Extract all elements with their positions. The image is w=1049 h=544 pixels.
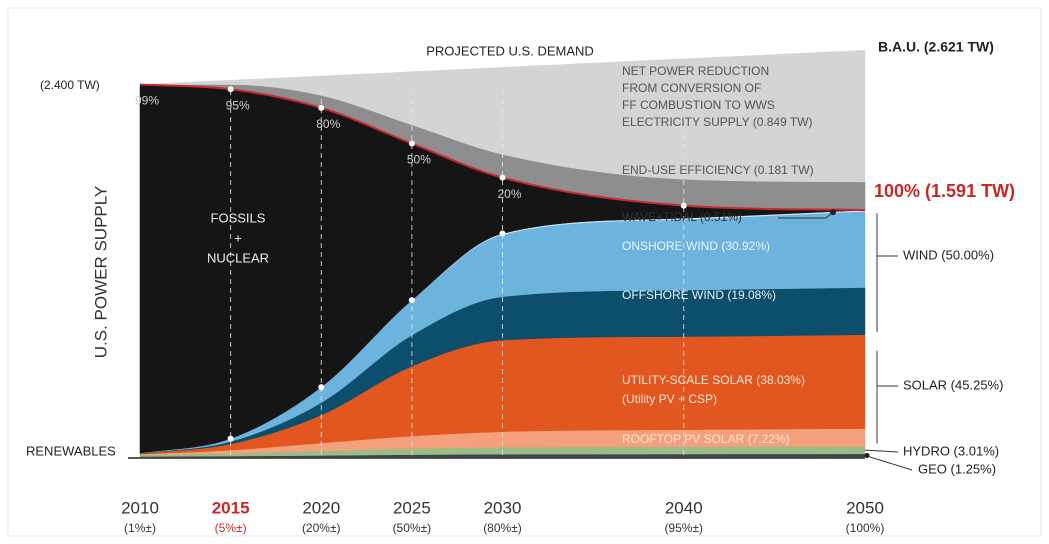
target-label: 100% (1.591 TW) (874, 181, 1015, 201)
series-label: + (234, 230, 242, 245)
series-label: UTILITY-SCALE SOLAR (38.03%) (622, 373, 805, 387)
x-tick-label: 2030 (484, 498, 522, 517)
overlay (128, 83, 913, 471)
fossil-share-label: 99% (135, 94, 159, 108)
series-label: FROM CONVERSION OF (622, 81, 761, 95)
fossil-share-label: 95% (226, 98, 250, 112)
leader-line (864, 454, 913, 471)
x-tick-sublabel: (100%) (846, 521, 885, 535)
series-label: NET POWER REDUCTION (622, 64, 769, 78)
x-tick-label: 2015 (212, 498, 250, 517)
supply-dot (318, 104, 325, 111)
series-label: OFFSHORE WIND (19.08%) (622, 288, 776, 302)
supply-dot (408, 140, 415, 147)
series-label: FOSSILS (211, 210, 266, 225)
series-label: ONSHORE WIND (30.92%) (622, 239, 770, 253)
leader-line (778, 211, 834, 219)
renewables-dot (318, 384, 325, 391)
bau-label: B.A.U. (2.621 TW) (878, 39, 994, 55)
renewables-dot (227, 435, 234, 442)
series-label: ROOFTOP PV SOLAR (7.22%) (622, 432, 790, 446)
renewables-dot (408, 297, 415, 304)
leader-dot (830, 209, 836, 216)
leader-line (864, 449, 899, 453)
start-label: (2.400 TW) (40, 78, 100, 92)
x-tick-sublabel: (50%±) (393, 521, 432, 535)
x-tick-sublabel: (20%±) (302, 521, 341, 535)
series-label: (Utility PV + CSP) (622, 392, 717, 406)
series-label: FF COMBUSTION TO WWS (622, 98, 775, 112)
supply-line (139, 83, 866, 212)
series-label: WAVE+TIDAL (0.51%) (622, 210, 742, 224)
supply-dot (499, 174, 506, 181)
fossil-share-label: 50% (407, 153, 431, 167)
x-tick-sublabel: (1%±) (124, 521, 156, 535)
fossil-share-label: 80% (316, 117, 340, 131)
series-label: GEO (1.25%) (918, 461, 996, 476)
x-tick-label: 2040 (665, 498, 703, 517)
solar-label: SOLAR (45.25%) (903, 377, 1003, 392)
area (139, 49, 866, 183)
x-tick-label: 2010 (121, 498, 159, 517)
x-tick-sublabel: (5%±) (215, 521, 247, 535)
supply-dot (680, 202, 687, 209)
x-tick-label: 2020 (302, 498, 340, 517)
series-label: ELECTRICITY SUPPLY (0.849 TW) (622, 115, 813, 129)
renewables-label: RENEWABLES (26, 443, 116, 458)
x-tick-sublabel: (80%±) (483, 521, 522, 535)
fossil-share-label: 20% (497, 187, 521, 201)
wind-label: WIND (50.00%) (903, 247, 994, 262)
x-tick-sublabel: (95%±) (664, 521, 703, 535)
renewables-dot (499, 230, 506, 237)
series-label: NUCLEAR (207, 250, 269, 265)
x-tick-label: 2050 (846, 498, 884, 517)
y-axis-label: U.S. POWER SUPPLY (91, 186, 110, 359)
series-label: END-USE EFFICIENCY (0.181 TW) (622, 163, 814, 177)
supply-dot (227, 86, 234, 93)
series-label: HYDRO (3.01%) (903, 443, 999, 458)
chart-title: PROJECTED U.S. DEMAND (426, 43, 594, 58)
leader-dot (864, 452, 870, 458)
x-tick-label: 2025 (393, 498, 431, 517)
